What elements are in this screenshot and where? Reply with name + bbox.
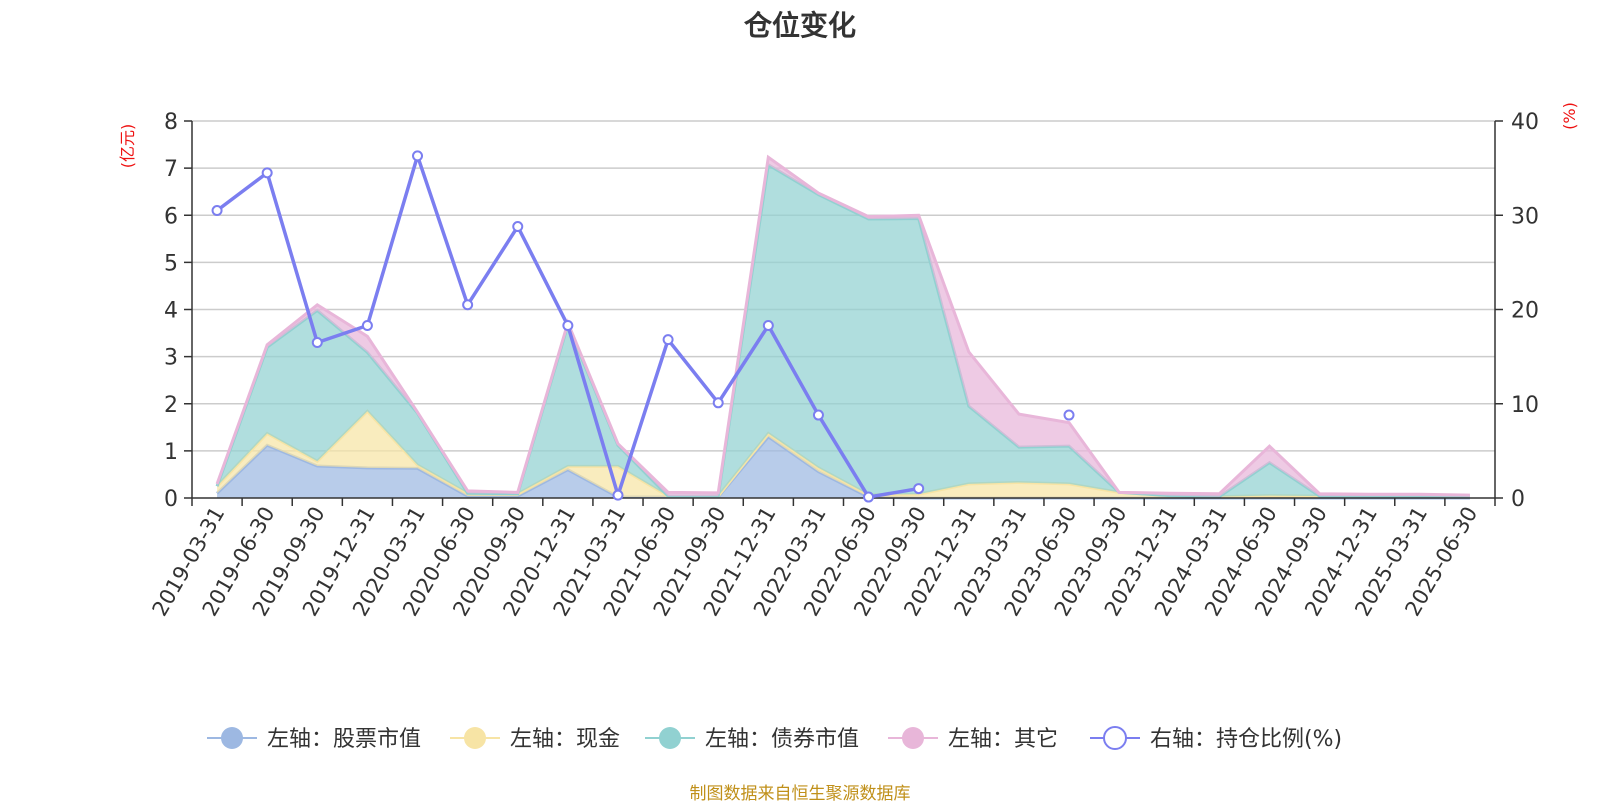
legend-dot-marker — [221, 727, 243, 749]
legend-label: 左轴：其它 — [948, 727, 1058, 752]
ratio-point — [863, 491, 875, 503]
legend: 左轴：股票市值 左轴：现金 左轴：债券市值 左轴：其它 右轴：持仓比例(%) — [207, 726, 1342, 752]
ratio-point — [762, 320, 774, 332]
legend-dot-marker — [464, 727, 486, 749]
left-tick-label: 2 — [164, 393, 178, 418]
legend-item-1[interactable]: 左轴：股票市值 — [207, 727, 421, 752]
ratio-point — [462, 299, 474, 311]
left-axis-unit: (亿元) — [118, 124, 137, 169]
position-ratio-line — [211, 150, 1075, 503]
right-axis-unit: (%) — [1560, 102, 1579, 130]
right-tick-label: 20 — [1511, 299, 1539, 324]
stacked-areas — [215, 154, 1470, 500]
area-edge-series-4 — [215, 154, 1470, 497]
left-tick-label: 0 — [164, 487, 178, 512]
ratio-point — [211, 205, 223, 217]
left-tick-label: 8 — [164, 110, 178, 135]
ratio-point — [412, 150, 424, 162]
ratio-point — [562, 320, 574, 332]
right-tick-label: 40 — [1511, 110, 1539, 135]
right-tick-label: 10 — [1511, 393, 1539, 418]
right-tick-label: 0 — [1511, 487, 1525, 512]
legend-dot-marker — [659, 727, 681, 749]
ratio-point — [712, 397, 724, 409]
area-fill-series-3 — [217, 164, 1470, 497]
legend-label: 右轴：持仓比例(%) — [1150, 727, 1342, 752]
right-tick-label: 30 — [1511, 204, 1539, 229]
legend-item-5[interactable]: 右轴：持仓比例(%) — [1090, 726, 1342, 752]
ratio-point — [913, 483, 925, 495]
legend-item-3[interactable]: 左轴：债券市值 — [645, 727, 859, 752]
legend-item-4[interactable]: 左轴：其它 — [888, 727, 1058, 752]
ratio-point — [311, 336, 323, 348]
legend-label: 左轴：债券市值 — [705, 727, 859, 752]
legend-item-2[interactable]: 左轴：现金 — [450, 727, 620, 752]
left-tick-label: 1 — [164, 440, 178, 465]
legend-label: 左轴：现金 — [510, 727, 620, 752]
ratio-point — [662, 334, 674, 346]
ratio-point — [512, 221, 524, 233]
left-tick-label: 3 — [164, 346, 178, 371]
ratio-point — [612, 489, 624, 501]
left-tick-label: 5 — [164, 251, 178, 276]
ratio-point — [361, 320, 373, 332]
legend-label: 左轴：股票市值 — [267, 727, 421, 752]
chart-title: 仓位变化 — [743, 9, 856, 42]
ratio-point — [261, 167, 273, 179]
ratio-point — [812, 409, 824, 421]
left-tick-label: 6 — [164, 204, 178, 229]
ratio-point — [1063, 409, 1075, 421]
legend-dot-marker — [902, 727, 924, 749]
source-note: 制图数据来自恒生聚源数据库 — [689, 784, 911, 804]
legend-ring-marker — [1103, 726, 1127, 750]
left-tick-label: 4 — [164, 299, 178, 324]
left-tick-label: 7 — [164, 157, 178, 182]
